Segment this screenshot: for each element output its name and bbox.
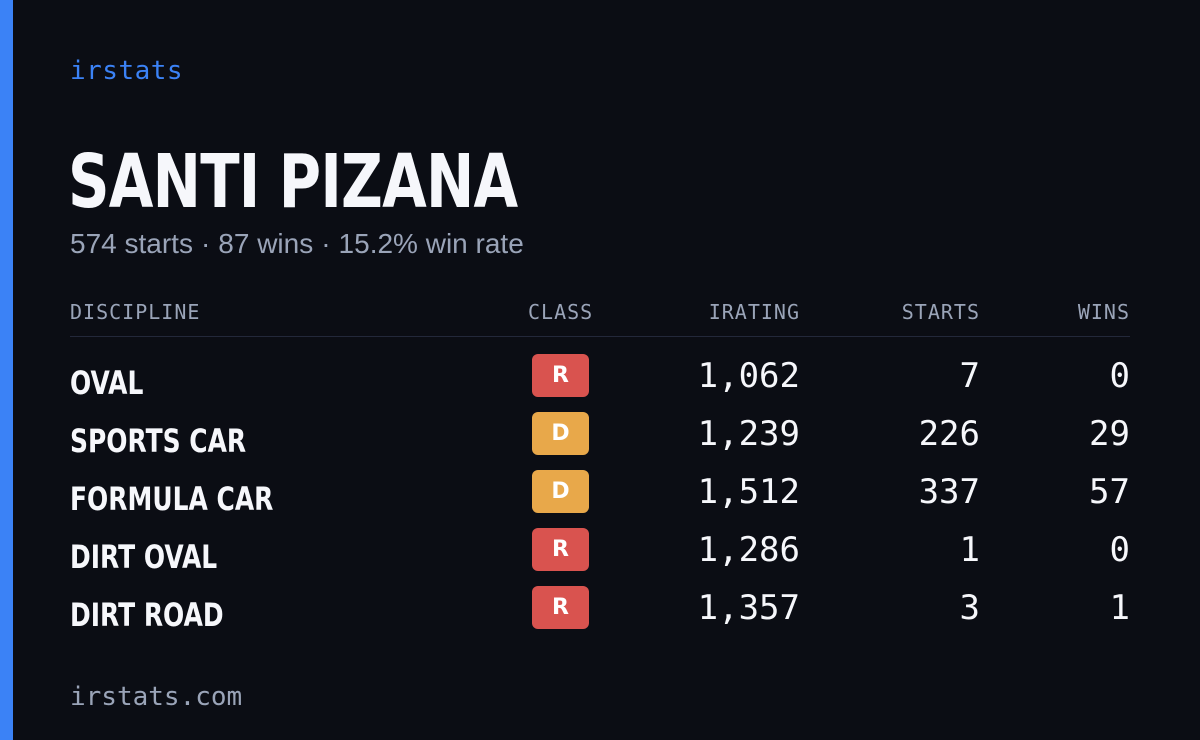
table-row: DIRT OVAL R 1,286 1 0 (70, 528, 1130, 586)
driver-name: SANTI PIZANA (68, 139, 518, 225)
driver-summary: 574 starts · 87 wins · 15.2% win rate (70, 228, 524, 260)
row-discipline: DIRT OVAL (70, 538, 218, 576)
summary-wins: 87 wins (218, 228, 314, 259)
class-badge: R (532, 528, 589, 571)
row-starts: 226 (918, 414, 980, 454)
row-wins: 29 (1089, 414, 1130, 454)
brand-logo-text: irstats (70, 56, 184, 86)
row-irating: 1,357 (697, 588, 800, 628)
table-row: OVAL R 1,062 7 0 (70, 354, 1130, 412)
header-wins: WINS (1077, 300, 1130, 324)
class-badge: D (532, 470, 589, 513)
class-badge: R (532, 354, 589, 397)
row-irating: 1,062 (697, 356, 800, 396)
summary-separator: · (200, 228, 211, 259)
class-badge: D (532, 412, 589, 455)
accent-bar (0, 0, 13, 740)
header-discipline: DISCIPLINE (70, 300, 201, 324)
row-starts: 3 (959, 588, 980, 628)
row-discipline: OVAL (70, 364, 144, 402)
row-starts: 7 (959, 356, 980, 396)
table-row: SPORTS CAR D 1,239 226 29 (70, 412, 1130, 470)
row-irating: 1,512 (697, 472, 800, 512)
header-class: CLASS (528, 300, 594, 324)
class-badge: R (532, 586, 589, 629)
row-discipline: FORMULA CAR (70, 480, 274, 518)
row-starts: 337 (918, 472, 980, 512)
summary-separator: · (321, 228, 331, 259)
row-irating: 1,239 (697, 414, 800, 454)
row-wins: 0 (1109, 356, 1130, 396)
row-wins: 0 (1109, 530, 1130, 570)
row-wins: 1 (1109, 588, 1130, 628)
row-starts: 1 (959, 530, 980, 570)
table-row: DIRT ROAD R 1,357 3 1 (70, 586, 1130, 644)
footer-url: irstats.com (70, 682, 243, 712)
row-irating: 1,286 (697, 530, 800, 570)
header-starts: STARTS (901, 300, 980, 324)
row-discipline: SPORTS CAR (70, 422, 247, 460)
row-wins: 57 (1089, 472, 1130, 512)
summary-win-rate: 15.2% win rate (338, 228, 524, 259)
stats-table-header: DISCIPLINE CLASS IRATING STARTS WINS (70, 300, 1130, 337)
summary-starts: 574 starts (70, 228, 193, 259)
header-irating: IRATING (708, 300, 800, 324)
table-row: FORMULA CAR D 1,512 337 57 (70, 470, 1130, 528)
row-discipline: DIRT ROAD (70, 596, 224, 634)
